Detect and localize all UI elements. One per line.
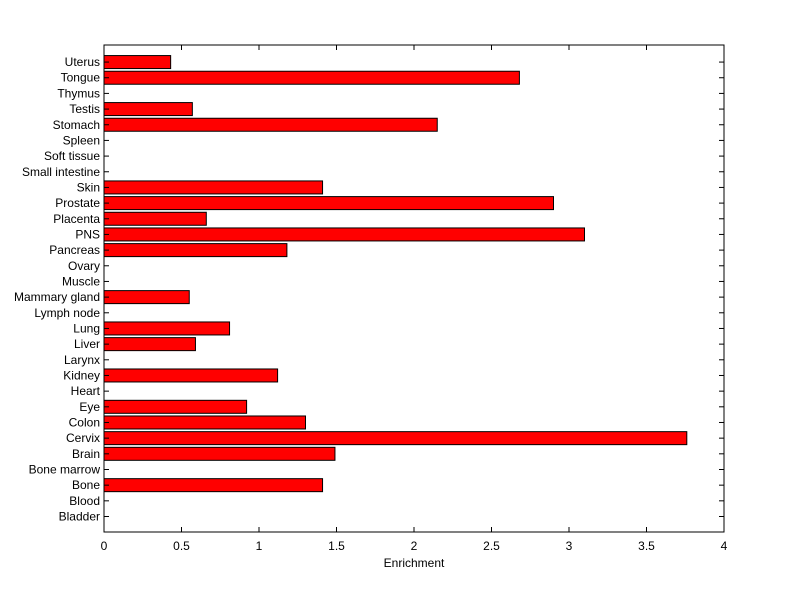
- y-tick-label: Ovary: [68, 259, 100, 273]
- bar-kidney: [103, 368, 279, 383]
- bar-pancreas: [103, 243, 288, 258]
- bar-tongue: [103, 70, 520, 85]
- y-tick-label: Tongue: [61, 71, 101, 85]
- bar-liver: [103, 337, 196, 352]
- x-tick-label: 3.5: [638, 539, 655, 553]
- bar-pns: [103, 227, 585, 242]
- plot-frame: [103, 44, 725, 533]
- y-tick-label: Colon: [69, 415, 100, 429]
- x-tick-label: 3: [566, 539, 573, 553]
- bar-testis: [103, 102, 193, 117]
- bar-cervix: [103, 431, 688, 446]
- y-tick-label: Eye: [79, 400, 100, 414]
- y-tick-label: Testis: [69, 102, 100, 116]
- bar-bone: [103, 478, 324, 493]
- y-tick-label: Cervix: [66, 431, 100, 445]
- y-tick-label: Larynx: [64, 353, 100, 367]
- y-tick-label: Skin: [77, 180, 100, 194]
- y-tick-label: Mammary gland: [14, 290, 100, 304]
- y-tick-label: Stomach: [53, 118, 100, 132]
- y-tick-label: Kidney: [63, 368, 100, 382]
- bar-skin: [103, 180, 324, 195]
- y-tick-label: Spleen: [63, 133, 100, 147]
- bar-uterus: [103, 55, 172, 70]
- y-tick-label: Small intestine: [22, 165, 100, 179]
- x-tick-label: 2: [411, 539, 418, 553]
- y-tick-label: Soft tissue: [44, 149, 100, 163]
- x-tick-label: 0: [101, 539, 108, 553]
- bar-stomach: [103, 117, 438, 132]
- x-tick-label: 1.5: [328, 539, 345, 553]
- y-tick-label: Bladder: [59, 510, 100, 524]
- bar-prostate: [103, 196, 554, 211]
- x-axis-title: Enrichment: [384, 556, 445, 570]
- y-tick-label: Blood: [69, 494, 100, 508]
- y-tick-label: Liver: [74, 337, 100, 351]
- y-tick-label: Muscle: [62, 274, 100, 288]
- y-tick-label: Lung: [73, 321, 100, 335]
- y-tick-label: Bone: [72, 478, 100, 492]
- x-tick-label: 0.5: [173, 539, 190, 553]
- bar-brain: [103, 446, 336, 461]
- y-tick-label: Pancreas: [49, 243, 100, 257]
- y-tick-label: Heart: [71, 384, 101, 398]
- bar-mammary-gland: [103, 290, 190, 305]
- ticks-layer: [103, 45, 725, 532]
- y-tick-label: Lymph node: [34, 306, 100, 320]
- bar-colon: [103, 415, 306, 430]
- y-tick-label: Bone marrow: [29, 462, 101, 476]
- bar-eye: [103, 399, 248, 414]
- x-tick-label: 4: [721, 539, 728, 553]
- y-tick-label: Uterus: [65, 55, 100, 69]
- y-tick-label: Brain: [72, 447, 100, 461]
- bar-lung: [103, 321, 231, 336]
- bar-placenta: [103, 211, 207, 226]
- y-tick-label: Prostate: [55, 196, 100, 210]
- y-tick-label: Placenta: [53, 212, 100, 226]
- y-tick-label: PNS: [75, 227, 100, 241]
- y-tick-label: Thymus: [57, 86, 100, 100]
- x-tick-label: 1: [256, 539, 263, 553]
- x-tick-label: 2.5: [483, 539, 500, 553]
